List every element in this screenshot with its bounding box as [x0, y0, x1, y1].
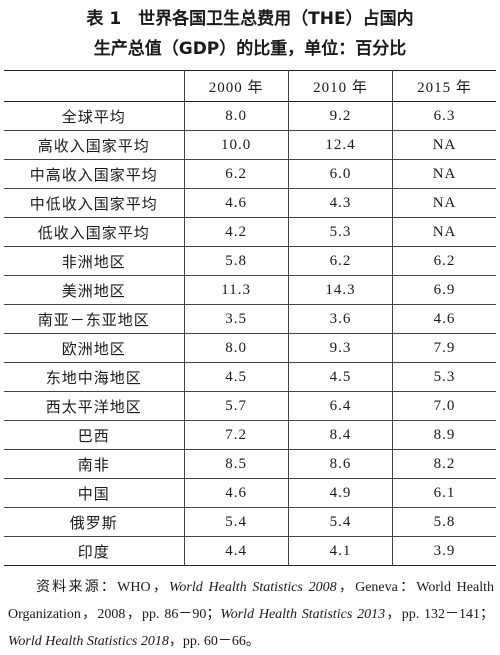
row-label: 欧洲地区 — [61, 341, 126, 358]
row-label: 俄罗斯 — [69, 515, 118, 532]
row-label: 印度 — [77, 544, 110, 561]
table-body: 全球平均 8.0 9.2 6.3 高收入国家平均 10.0 12.4 NA 中高收入国家平均 6.… — [4, 101, 496, 566]
row-label: 南非 — [77, 457, 110, 474]
cell: 4.4 — [183, 536, 289, 566]
cell: 5.3 — [392, 362, 496, 392]
cell: 8.5 — [183, 449, 289, 479]
cell: 4.6 — [183, 188, 289, 218]
cell: 6.3 — [392, 101, 496, 131]
title-line: 表 1 世界各国卫生总费用（THE）占国内 — [86, 9, 414, 29]
note-text: ，Geneva：World Health Organization，2008，p… — [8, 580, 494, 622]
cell: 4.6 — [183, 478, 289, 508]
row-label: 中低收入国家平均 — [29, 196, 158, 213]
cell: 9.3 — [287, 333, 393, 363]
row-label: 巴西 — [77, 428, 110, 445]
table-row: 美洲地区 11.3 14.3 6.9 — [4, 275, 496, 305]
cell: 7.0 — [392, 391, 496, 421]
table-row: 欧洲地区 8.0 9.3 7.9 — [4, 333, 496, 363]
cell: 10.0 — [183, 130, 289, 160]
cell: 4.1 — [287, 536, 393, 566]
cell: 6.4 — [287, 391, 393, 421]
note-text: 资料来源：WHO， — [36, 580, 170, 595]
cell: 4.6 — [392, 304, 496, 334]
table-row: 低收入国家平均 4.2 5.3 NA — [4, 217, 496, 247]
cell: 7.9 — [392, 333, 496, 363]
table-row: 巴西 7.2 8.4 8.9 — [4, 420, 496, 450]
cell: 4.5 — [183, 362, 289, 392]
cell: 11.3 — [183, 275, 289, 305]
table-row: 中低收入国家平均 4.6 4.3 NA — [4, 188, 496, 218]
row-label: 南亚－东亚地区 — [37, 312, 150, 329]
cell: 8.6 — [287, 449, 393, 479]
table-row: 南亚－东亚地区 3.5 3.6 4.6 — [4, 304, 496, 334]
cell: 4.9 — [287, 478, 393, 508]
cell: 8.0 — [183, 333, 289, 363]
header-row: 2000 年 2010 年 2015 年 — [4, 70, 496, 102]
header-cell — [4, 71, 184, 102]
cell: NA — [392, 130, 496, 160]
cell: 6.1 — [392, 478, 496, 508]
cell: 7.2 — [183, 420, 289, 450]
header-cell: 2000 年 — [183, 70, 289, 102]
header-cell: 2010 年 — [287, 70, 393, 102]
table-row: 高收入国家平均 10.0 12.4 NA — [4, 130, 496, 160]
cell: 8.2 — [392, 449, 496, 479]
cell: 6.2 — [183, 159, 289, 189]
cell: 8.4 — [287, 420, 393, 450]
cell: 3.5 — [183, 304, 289, 334]
row-label: 高收入国家平均 — [37, 138, 150, 155]
cell: 3.6 — [287, 304, 393, 334]
row-label: 西太平洋地区 — [45, 399, 142, 416]
cell: 8.0 — [183, 101, 289, 131]
cell: NA — [392, 188, 496, 218]
cell: 4.5 — [287, 362, 393, 392]
cell: 6.2 — [392, 246, 496, 276]
cell: 14.3 — [287, 275, 393, 305]
cell: 5.7 — [183, 391, 289, 421]
row-label: 中国 — [77, 486, 110, 503]
cell: 5.8 — [392, 507, 496, 537]
cell: 8.9 — [392, 420, 496, 450]
table-row: 西太平洋地区 5.7 6.4 7.0 — [4, 391, 496, 421]
table-row: 俄罗斯 5.4 5.4 5.8 — [4, 507, 496, 537]
table-row: 南非 8.5 8.6 8.2 — [4, 449, 496, 479]
table-row: 中高收入国家平均 6.2 6.0 NA — [4, 159, 496, 189]
cell: 6.0 — [287, 159, 393, 189]
cell: 5.8 — [183, 246, 289, 276]
cell: NA — [392, 217, 496, 247]
row-label: 东地中海地区 — [45, 370, 142, 387]
note-text: ，pp. 132－141； — [385, 607, 494, 622]
row-label: 低收入国家平均 — [37, 225, 150, 242]
cell: 9.2 — [287, 101, 393, 131]
cell: NA — [392, 159, 496, 189]
cell: 6.9 — [392, 275, 496, 305]
cell: 6.2 — [287, 246, 393, 276]
cell: 5.4 — [183, 507, 289, 537]
data-table: 2000 年 2010 年 2015 年 全球平均 8.0 9.2 6.3 高收入国家平均 1… — [4, 70, 496, 566]
cell: 4.2 — [183, 217, 289, 247]
cell: 3.9 — [392, 536, 496, 566]
cell: 5.3 — [287, 217, 393, 247]
cell: 5.4 — [287, 507, 393, 537]
cell: 12.4 — [287, 130, 393, 160]
table-row: 印度 4.4 4.1 3.9 — [4, 536, 496, 566]
title-line: 生产总值（GDP）的比重，单位：百分比 — [93, 39, 407, 59]
table-row: 中国 4.6 4.9 6.1 — [4, 478, 496, 508]
table-row: 全球平均 8.0 9.2 6.3 — [4, 101, 496, 131]
table-row: 非洲地区 5.8 6.2 6.2 — [4, 246, 496, 276]
row-label: 全球平均 — [61, 109, 126, 126]
cell: 4.3 — [287, 188, 393, 218]
row-label: 中高收入国家平均 — [29, 167, 158, 184]
row-label: 非洲地区 — [61, 254, 126, 271]
note-text: World Health Statistics 2008 — [169, 580, 337, 595]
header-cell: 2015 年 — [392, 70, 496, 102]
table-row: 东地中海地区 4.5 4.5 5.3 — [4, 362, 496, 392]
note-text: World Health Statistics 2013 — [220, 607, 386, 622]
row-label: 美洲地区 — [61, 283, 126, 300]
title: 表 1 世界各国卫生总费用（THE）占国内 生产总值（GDP）的比重，单位：百分… — [0, 0, 500, 64]
